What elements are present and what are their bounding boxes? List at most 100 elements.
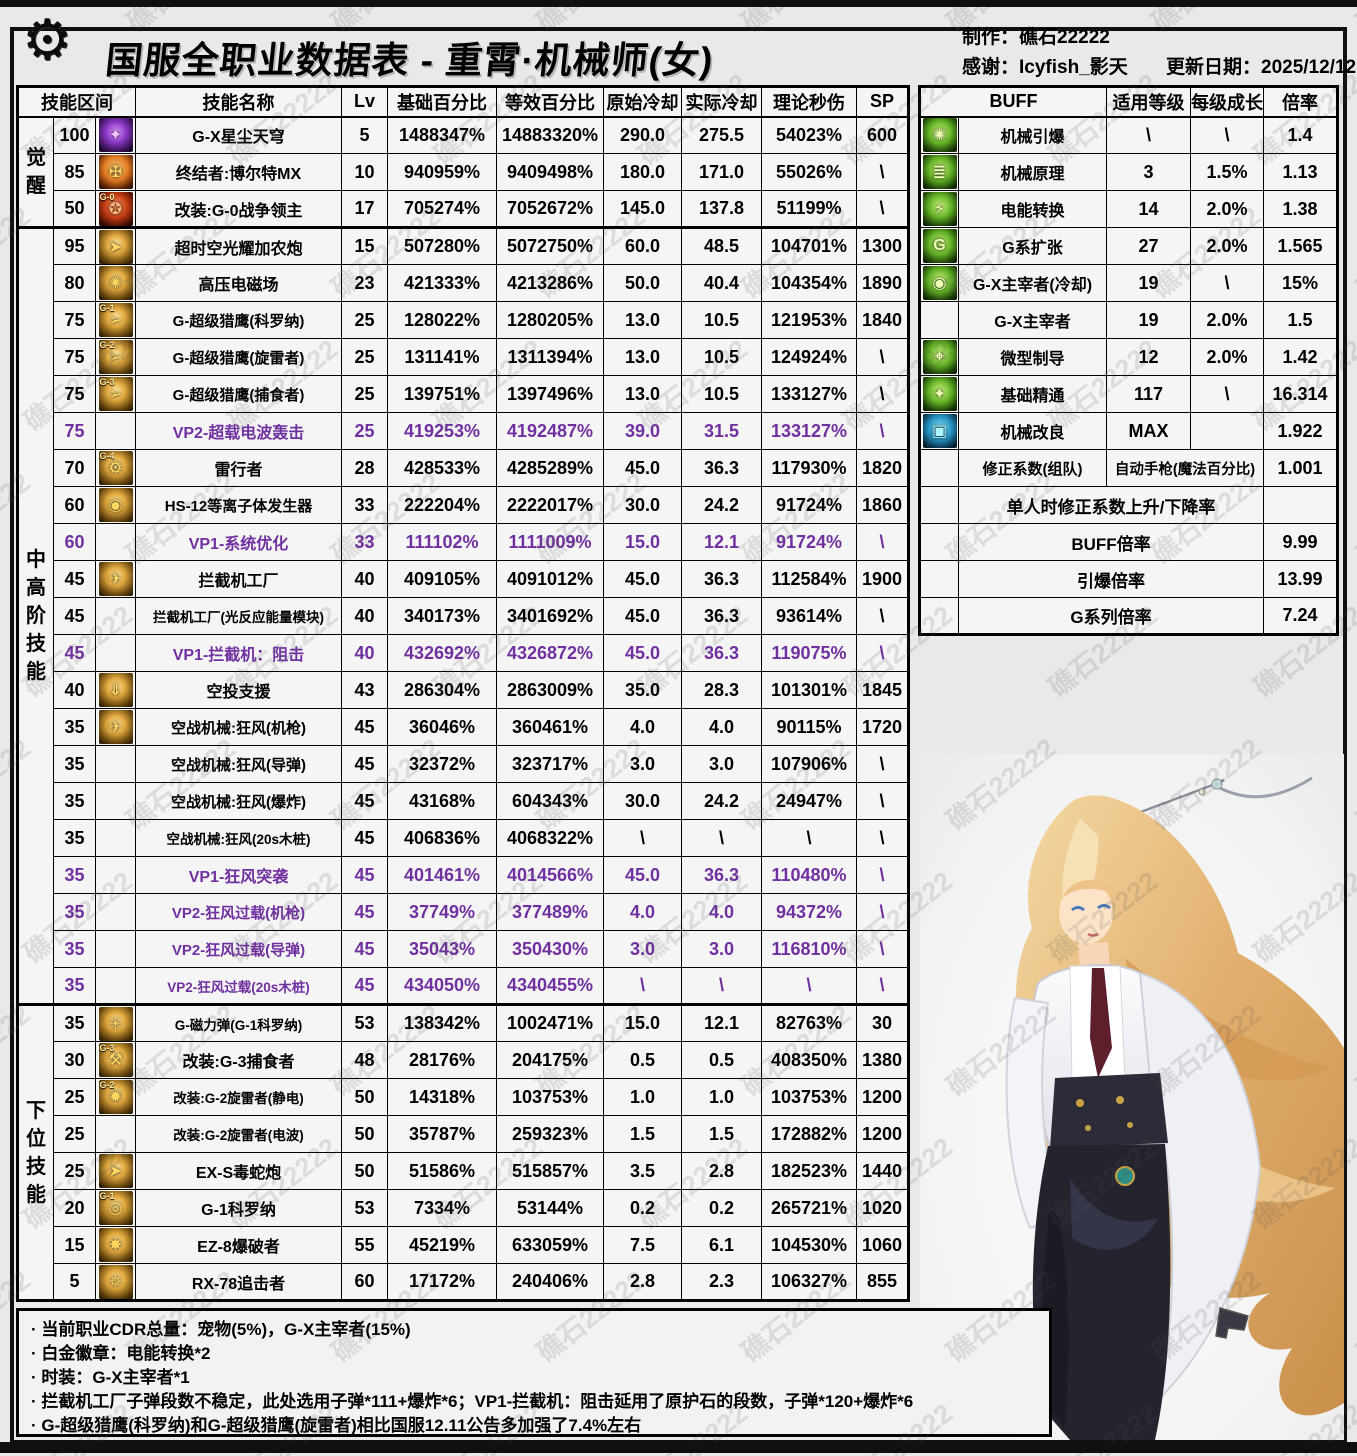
buff-growth-cell: 1.5% (1190, 153, 1264, 191)
skill-row: 85 ✠ 终结者:博尔特MX 10 940959% 9409498% 180.0 171.0 5… (18, 153, 909, 191)
skill-cooldown-cell: 4.0 (603, 893, 682, 931)
skill-base-percent-cell: 340173% (387, 597, 497, 635)
skill-sp-cell: 1200 (856, 1078, 909, 1116)
skill-range-cell: 20 (53, 1189, 96, 1227)
buff-name-cell: 引爆倍率 (958, 560, 1264, 598)
g2-static-mod-icon-label: G-2 (99, 1080, 115, 1090)
buff-rate-cell: 13.99 (1263, 560, 1338, 598)
buff-growth-cell: \ (1190, 116, 1264, 154)
skill-cooldown-cell: 45.0 (603, 449, 682, 487)
skill-base-percent-cell: 36046% (387, 708, 497, 746)
skill-cooldown-cell: 1.0 (603, 1078, 682, 1116)
buff-icon-cell: G (919, 227, 959, 265)
skill-row: 35 VP2-狂风过载(导弹) 45 35043% 350430% 3.0 3.0 11681… (18, 930, 909, 968)
skill-base-percent-cell: 45219% (387, 1226, 497, 1264)
buff-level-cell: 117 (1106, 375, 1191, 413)
skill-dps-cell: 124924% (761, 338, 857, 376)
skill-lv-cell: 50 (341, 1152, 388, 1190)
skill-real-cooldown-cell: 1.5 (681, 1115, 762, 1153)
column-header: Lv (341, 86, 388, 118)
skill-icon-cell: G-1 ➢ (95, 301, 136, 339)
skill-equiv-percent-cell: 259323% (496, 1115, 604, 1153)
skill-group-label-text: 觉醒 (26, 146, 46, 197)
skill-base-percent-cell: 14318% (387, 1078, 497, 1116)
skill-base-percent-cell: 35787% (387, 1115, 497, 1153)
skill-dps-cell: 103753% (761, 1078, 857, 1116)
buff-rate-cell: 1.42 (1263, 338, 1338, 376)
buff-rate-cell: 1.5 (1263, 301, 1338, 339)
skill-dps-cell: 91724% (761, 486, 857, 524)
chrono-cannon-icon-glyph: ➤ (108, 238, 123, 256)
skill-cooldown-cell: 1.5 (603, 1115, 682, 1153)
buff-icon-cell: ▣ (919, 412, 959, 450)
skill-real-cooldown-cell: 1.0 (681, 1078, 762, 1116)
skill-dps-cell: 408350% (761, 1041, 857, 1079)
skill-base-percent-cell: 17172% (387, 1263, 497, 1301)
gx-stardust-sky-icon: ✦ (98, 118, 133, 153)
skill-row: 25 改装:G-2旋雷者(电波) 50 35787% 259323% 1.5 1.5 1728… (18, 1115, 909, 1153)
skill-sp-cell: \ (856, 856, 909, 894)
skill-group-label-text: 下位技能 (26, 1099, 46, 1206)
buff-icon-cell (919, 523, 959, 561)
skill-dps-cell: 117930% (761, 449, 857, 487)
skill-icon-cell (95, 856, 136, 894)
skill-name-cell: G-X星尘天穹 (135, 116, 342, 154)
skill-name-cell: RX-78追击者 (135, 1263, 342, 1301)
terminator-volt-mx-icon: ✠ (98, 155, 133, 189)
skill-dps-cell: 54023% (761, 116, 857, 154)
skill-cooldown-cell: 13.0 (603, 375, 682, 413)
skill-lv-cell: 53 (341, 1003, 388, 1042)
skill-name-cell: 雷行者 (135, 449, 342, 487)
skill-icon-cell: ➤ (95, 226, 136, 265)
airdrop-support-icon-glyph: ⇓ (108, 682, 123, 699)
column-header: 倍率 (1263, 86, 1338, 118)
skill-equiv-percent-cell: 4068322% (496, 819, 604, 857)
skill-sp-cell: 1200 (856, 1115, 909, 1153)
buff-icon-cell (919, 486, 959, 524)
skill-name-cell: VP2-狂风过载(导弹) (135, 930, 342, 968)
buff-row: 单人时修正系数上升/下降率 (919, 486, 1338, 524)
buff-icon-cell: ⚡ (919, 190, 959, 228)
skill-equiv-percent-cell: 633059% (496, 1226, 604, 1264)
g2-static-mod-icon-glyph: ✹ (108, 1089, 123, 1106)
skill-lv-cell: 45 (341, 930, 388, 968)
skill-range-cell: 45 (53, 597, 96, 635)
skill-icon-cell: G-0 ✪ (95, 190, 136, 228)
skill-real-cooldown-cell: 137.8 (681, 190, 762, 228)
skill-table-body: 觉醒 100 ✦ G-X星尘天穹 5 1488347% 14883320% 290.0 275.… (17, 116, 909, 1301)
skill-icon-cell: ✸ (95, 1226, 136, 1264)
skill-equiv-percent-cell: 4285289% (496, 449, 604, 487)
skill-lv-cell: 33 (341, 486, 388, 524)
skill-cooldown-cell: 15.0 (603, 523, 682, 561)
skill-dps-cell: 104354% (761, 264, 857, 302)
watermark-text: 礁石22222 (1350, 466, 1357, 571)
skill-cooldown-cell: 4.0 (603, 708, 682, 746)
g-expansion-icon-glyph: G (933, 237, 946, 254)
skill-cooldown-cell: 30.0 (603, 782, 682, 820)
buff-table-header: BUFF 适用等级 每级成长 倍率 (919, 86, 1338, 118)
skill-base-percent-cell: 1488347% (387, 116, 497, 154)
skill-icon-cell (95, 967, 136, 1005)
g-expansion-icon: G (922, 229, 957, 263)
skill-table: 技能区间 技能名称 Lv 基础百分比 等效百分比 原始冷却 实际冷却 理论秒伤 SP 觉醒 100… (16, 85, 910, 1302)
mech-principle-icon: ≣ (922, 155, 957, 189)
skill-cooldown-cell: 39.0 (603, 412, 682, 450)
skill-name-cell: 终结者:博尔特MX (135, 153, 342, 191)
skill-sp-cell: 1890 (856, 264, 909, 302)
skill-real-cooldown-cell: 0.5 (681, 1041, 762, 1079)
skill-equiv-percent-cell: 515857% (496, 1152, 604, 1190)
skill-range-cell: 60 (53, 523, 96, 561)
skill-icon-cell: ✈ (95, 560, 136, 598)
skill-icon-cell: G-2 ➢ (95, 338, 136, 376)
buff-row: BUFF倍率 9.99 (919, 523, 1338, 561)
skill-real-cooldown-cell: 36.3 (681, 856, 762, 894)
g2-static-mod-icon: G-2 ✹ (98, 1080, 133, 1114)
energy-convert-icon-glyph: ⚡ (933, 201, 946, 218)
column-header: 适用等级 (1106, 86, 1191, 118)
buff-icon-cell: ✦ (919, 375, 959, 413)
skill-real-cooldown-cell: 171.0 (681, 153, 762, 191)
hs12-plasma-icon: ◉ (98, 488, 133, 522)
skill-range-cell: 75 (53, 412, 96, 450)
skill-range-cell: 85 (53, 153, 96, 191)
super-hawk-spiral-icon: G-2 ➢ (98, 340, 133, 374)
